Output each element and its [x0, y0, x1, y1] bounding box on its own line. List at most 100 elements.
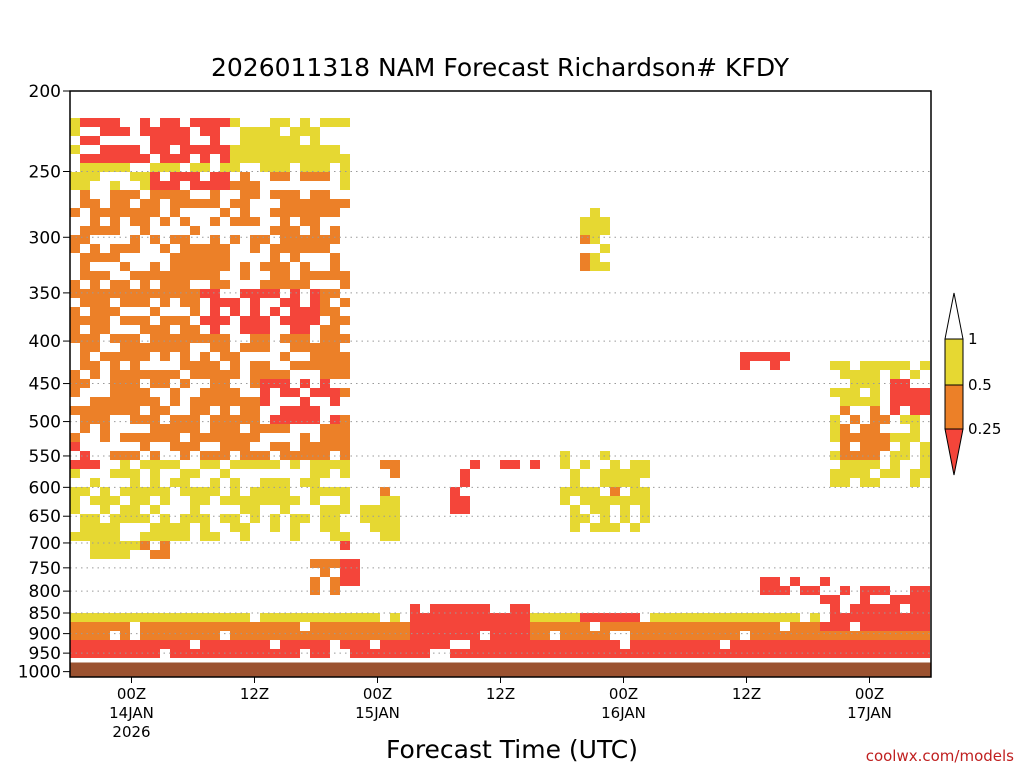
heatmap-cell: [910, 388, 920, 397]
heatmap-cell: [640, 622, 650, 631]
heatmap-cell: [320, 631, 330, 640]
heatmap-cell: [90, 118, 100, 127]
heatmap-cell: [330, 226, 340, 235]
heatmap-cell: [860, 631, 870, 640]
heatmap-cell: [180, 478, 190, 487]
heatmap-cell: [280, 334, 290, 343]
heatmap-cell: [320, 325, 330, 334]
heatmap-cell: [330, 307, 340, 316]
heatmap-cell: [90, 289, 100, 298]
heatmap-cell: [150, 406, 160, 415]
heatmap-cell: [290, 307, 300, 316]
heatmap-cell: [580, 640, 590, 649]
heatmap-cell: [810, 586, 820, 595]
heatmap-cell: [170, 190, 180, 199]
heatmap-cell: [90, 226, 100, 235]
heatmap-cell: [260, 280, 270, 289]
heatmap-cell: [140, 199, 150, 208]
heatmap-cell: [260, 334, 270, 343]
heatmap-cell: [890, 622, 900, 631]
heatmap-cell: [290, 514, 300, 523]
heatmap-cell: [840, 640, 850, 649]
heatmap-cell: [210, 253, 220, 262]
heatmap-cell: [280, 352, 290, 361]
heatmap-cell: [280, 370, 290, 379]
heatmap-cell: [230, 415, 240, 424]
heatmap-cell: [340, 577, 350, 586]
heatmap-cell: [310, 496, 320, 505]
y-tick-label: 300: [29, 228, 61, 248]
heatmap-cell: [790, 613, 800, 622]
heatmap-cell: [120, 541, 130, 550]
heatmap-cell: [590, 640, 600, 649]
heatmap-cell: [530, 640, 540, 649]
legend-label: 0.5: [968, 376, 992, 394]
heatmap-cell: [70, 505, 80, 514]
heatmap-cell: [580, 487, 590, 496]
heatmap-cell: [300, 127, 310, 136]
heatmap-cell: [100, 316, 110, 325]
heatmap-cell: [910, 649, 920, 658]
heatmap-cell: [240, 505, 250, 514]
heatmap-cell: [830, 469, 840, 478]
heatmap-cell: [80, 190, 90, 199]
heatmap-cell: [470, 640, 480, 649]
heatmap-cell: [310, 172, 320, 181]
y-tick-label: 750: [29, 559, 61, 579]
heatmap-cell: [730, 640, 740, 649]
heatmap-cell: [200, 397, 210, 406]
heatmap-cell: [220, 352, 230, 361]
heatmap-cell: [350, 559, 360, 568]
heatmap-cell: [320, 568, 330, 577]
heatmap-cell: [150, 190, 160, 199]
heatmap-cell: [250, 244, 260, 253]
heatmap-cell: [120, 514, 130, 523]
heatmap-cell: [880, 442, 890, 451]
heatmap-cell: [150, 127, 160, 136]
heatmap-cell: [660, 622, 670, 631]
heatmap-cell: [310, 298, 320, 307]
heatmap-cell: [410, 613, 420, 622]
heatmap-cell: [310, 460, 320, 469]
heatmap-cell: [130, 361, 140, 370]
heatmap-cell: [110, 307, 120, 316]
chart-title: 2026011318 NAM Forecast Richardson# KFDY: [211, 53, 790, 82]
y-tick-label: 1000: [18, 663, 61, 683]
heatmap-cell: [400, 631, 410, 640]
heatmap-cell: [450, 487, 460, 496]
heatmap-cell: [320, 145, 330, 154]
heatmap-cell: [900, 388, 910, 397]
heatmap-cell: [520, 622, 530, 631]
heatmap-cell: [100, 640, 110, 649]
heatmap-cell: [560, 487, 570, 496]
heatmap-cell: [920, 460, 930, 469]
heatmap-cell: [540, 613, 550, 622]
credit-link[interactable]: coolwx.com/models: [866, 747, 1014, 765]
heatmap-cell: [200, 451, 210, 460]
heatmap-cell: [70, 469, 80, 478]
heatmap-cell: [320, 352, 330, 361]
heatmap-cell: [310, 631, 320, 640]
heatmap-cell: [220, 514, 230, 523]
ground-layer: [70, 662, 931, 677]
heatmap-cell: [920, 613, 930, 622]
heatmap-cell: [200, 532, 210, 541]
heatmap-cell: [530, 613, 540, 622]
heatmap-cell: [870, 460, 880, 469]
heatmap-cell: [260, 361, 270, 370]
heatmap-cell: [360, 622, 370, 631]
heatmap-cell: [250, 505, 260, 514]
heatmap-cell: [310, 307, 320, 316]
heatmap-cell: [440, 613, 450, 622]
heatmap-cell: [320, 622, 330, 631]
x-tick-label: 00Z: [363, 685, 392, 703]
heatmap-cell: [900, 397, 910, 406]
heatmap-cell: [300, 379, 310, 388]
heatmap-cell: [170, 397, 180, 406]
heatmap-cell: [120, 154, 130, 163]
heatmap-cell: [300, 361, 310, 370]
heatmap-cell: [260, 325, 270, 334]
heatmap-cell: [910, 469, 920, 478]
heatmap-cell: [870, 370, 880, 379]
heatmap-cell: [800, 631, 810, 640]
